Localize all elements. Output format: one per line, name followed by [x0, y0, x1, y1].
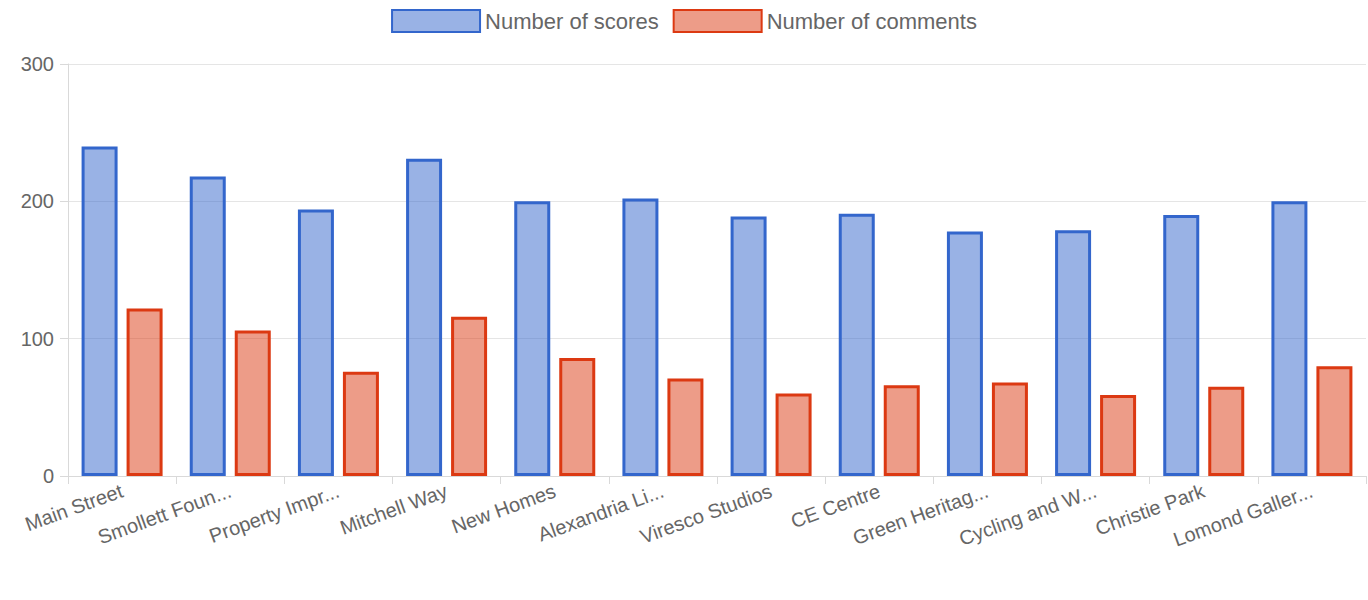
- svg-text:100: 100: [21, 328, 54, 350]
- svg-text:Alexandria Li...: Alexandria Li...: [534, 479, 667, 546]
- svg-text:300: 300: [21, 53, 54, 75]
- svg-text:Christie Park: Christie Park: [1092, 479, 1208, 540]
- svg-text:Number of comments: Number of comments: [767, 9, 977, 34]
- svg-text:Green Heritag...: Green Heritag...: [849, 479, 992, 549]
- svg-text:Viresco Studios: Viresco Studios: [637, 480, 775, 548]
- svg-text:Property Impr...: Property Impr...: [206, 480, 342, 547]
- svg-text:Main Street: Main Street: [22, 479, 126, 536]
- svg-text:0: 0: [43, 465, 54, 487]
- svg-text:CE Centre: CE Centre: [787, 479, 883, 533]
- svg-text:Mitchell Way: Mitchell Way: [337, 480, 450, 539]
- svg-text:Lomond Galler...: Lomond Galler...: [1170, 480, 1315, 551]
- svg-text:Cycling and W...: Cycling and W...: [956, 480, 1099, 550]
- svg-text:200: 200: [21, 190, 54, 212]
- svg-text:Smollett Foun...: Smollett Foun...: [94, 479, 234, 549]
- svg-text:New Homes: New Homes: [448, 479, 559, 538]
- svg-text:Number of scores: Number of scores: [485, 9, 659, 34]
